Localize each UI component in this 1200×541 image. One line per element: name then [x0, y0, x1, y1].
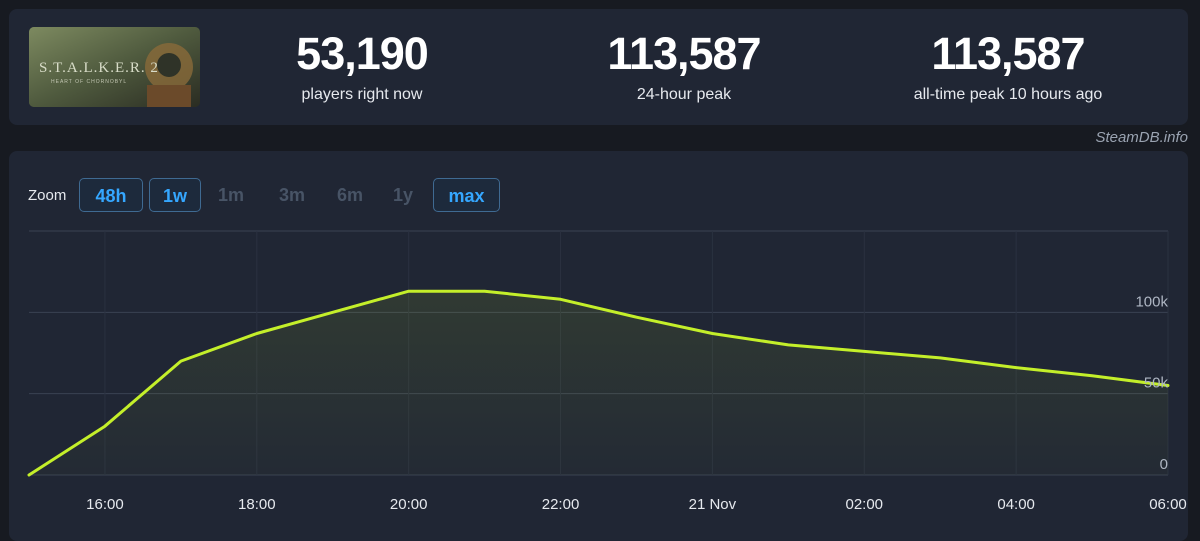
y-tick-label: 100k — [1135, 293, 1168, 310]
zoom-1m-button[interactable]: 1m — [217, 185, 244, 205]
data-point[interactable] — [177, 357, 185, 365]
game-thumbnail[interactable]: S.T.A.L.K.E.R. 2 HEART OF CHORNOBYL — [29, 27, 200, 107]
x-tick-label: 02:00 — [845, 496, 883, 513]
game-subtitle-art: HEART OF CHORNOBYL — [51, 79, 127, 85]
stats-panel: S.T.A.L.K.E.R. 2 HEART OF CHORNOBYL 53,1… — [9, 9, 1188, 125]
steamdb-credit[interactable]: SteamDB.info — [1095, 129, 1188, 146]
data-point[interactable] — [405, 287, 413, 295]
players-now-label: players right now — [301, 86, 423, 103]
zoom-48h-button[interactable]: 48h — [79, 178, 143, 212]
y-tick-label: 50k — [1144, 375, 1169, 392]
peak-24h-label: 24-hour peak — [636, 86, 732, 103]
data-point[interactable] — [936, 354, 944, 362]
all-time-peak-label: all-time peak 10 hours ago — [913, 86, 1103, 103]
data-point[interactable] — [784, 341, 792, 349]
data-point[interactable] — [329, 308, 337, 316]
x-tick-label: 21 Nov — [689, 496, 737, 513]
series-area — [29, 291, 1168, 475]
game-title-art: S.T.A.L.K.E.R. 2 — [39, 60, 159, 76]
peak-24h-value: 113,587 — [607, 28, 761, 79]
data-point[interactable] — [253, 329, 261, 337]
data-point[interactable] — [632, 313, 640, 321]
x-tick-label: 20:00 — [390, 496, 428, 513]
x-tick-label: 22:00 — [542, 496, 580, 513]
data-point[interactable] — [1012, 364, 1020, 372]
all-time-peak-value: 113,587 — [931, 28, 1085, 79]
stat-24h-peak: 113,587 24-hour peak — [584, 29, 784, 105]
zoom-label: Zoom — [28, 187, 67, 204]
x-tick-label: 18:00 — [238, 496, 276, 513]
stat-players-now: 53,190 players right now — [262, 29, 462, 105]
players-now-value: 53,190 — [296, 28, 429, 79]
data-point[interactable] — [101, 422, 109, 430]
player-count-line[interactable] — [27, 289, 1170, 477]
zoom-1w-button[interactable]: 1w — [149, 178, 201, 212]
x-tick-label: 06:00 — [1149, 496, 1187, 513]
zoom-1y-button[interactable]: 1y — [392, 185, 414, 205]
x-tick-label: 04:00 — [997, 496, 1035, 513]
data-point[interactable] — [481, 287, 489, 295]
data-point[interactable] — [557, 295, 565, 303]
zoom-6m-button[interactable]: 6m — [336, 185, 363, 205]
x-tick-label: 16:00 — [86, 496, 124, 513]
stat-all-time-peak: 113,587 all-time peak 10 hours ago — [878, 29, 1138, 105]
data-point[interactable] — [1088, 372, 1096, 380]
data-point[interactable] — [708, 329, 716, 337]
zoom-max-button[interactable]: max — [433, 178, 500, 212]
data-point[interactable] — [25, 471, 33, 479]
y-tick-label: 0 — [1160, 456, 1168, 473]
data-point[interactable] — [860, 347, 868, 355]
zoom-3m-button[interactable]: 3m — [278, 185, 305, 205]
